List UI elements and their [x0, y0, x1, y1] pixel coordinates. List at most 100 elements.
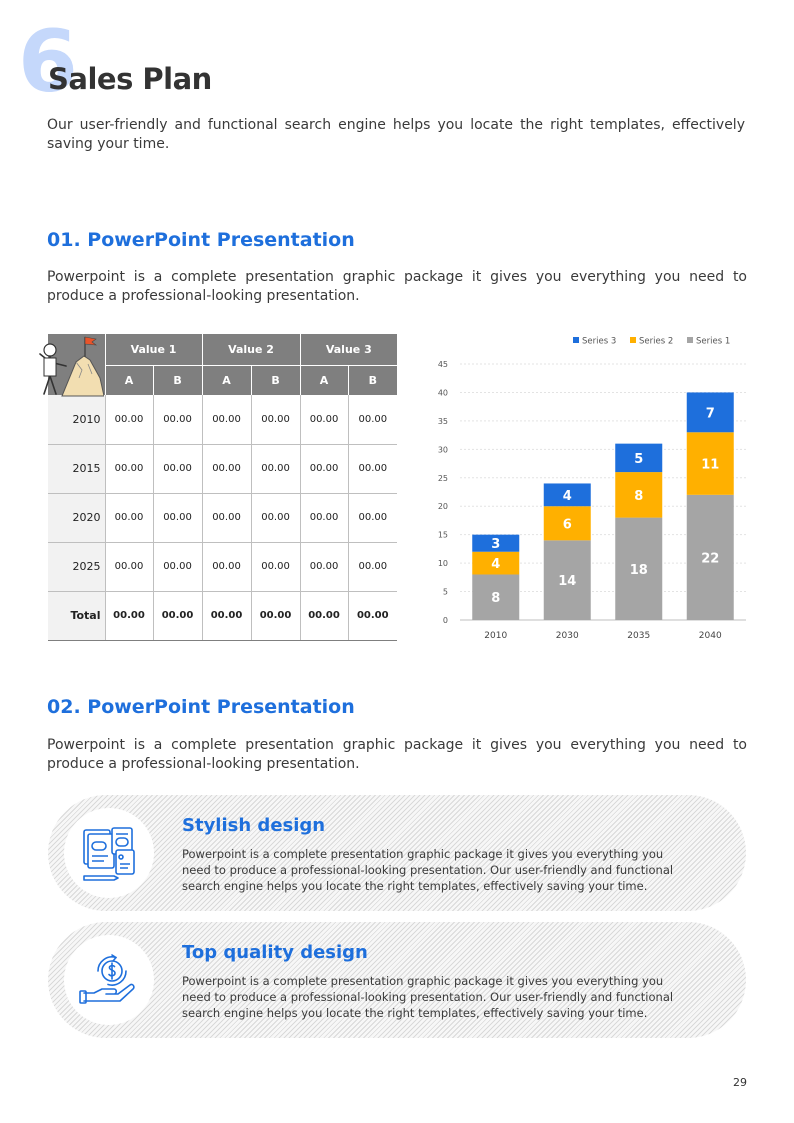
table-row-label: 2020 [48, 493, 106, 543]
data-label: 7 [706, 406, 715, 421]
table-cell: 00.00 [300, 444, 349, 494]
data-table-container: Value 1 Value 2 Value 3 A B A B A B 2010… [48, 334, 398, 641]
data-label: 18 [630, 563, 648, 578]
table-row: 2010 00.00 00.00 00.00 00.00 00.00 00.00 [48, 395, 398, 445]
table-cell: 00.00 [300, 542, 349, 592]
bar-segment [543, 540, 591, 620]
data-label: 3 [491, 537, 500, 552]
bar-segment [472, 551, 520, 575]
table-row: Total 00.00 00.00 00.00 00.00 00.00 00.00 [48, 591, 398, 641]
bar-segment [615, 517, 663, 620]
table-cell: 00.00 [202, 395, 252, 445]
bar-segment [686, 494, 734, 620]
table-subheader: A [202, 364, 252, 395]
data-label: 14 [558, 574, 576, 589]
table-cell: 00.00 [348, 493, 398, 543]
legend-label: Series 3 [582, 337, 616, 347]
table-cell: 00.00 [153, 395, 203, 445]
table-group-header: Value 1 [105, 334, 203, 365]
documents-icon [83, 827, 135, 881]
page-number: 29 [733, 1076, 747, 1089]
table-cell: 00.00 [300, 591, 349, 641]
y-tick-label: 40 [438, 388, 448, 397]
table-cell: 00.00 [202, 493, 252, 543]
section-2-body: Powerpoint is a complete presentation gr… [47, 737, 747, 772]
table-row: 2020 00.00 00.00 00.00 00.00 00.00 00.00 [48, 493, 398, 543]
y-tick-label: 0 [443, 616, 448, 625]
table-cell: 00.00 [251, 542, 301, 592]
table-cell: 00.00 [251, 444, 301, 494]
card-text-line: search engine helps you locate the right… [182, 879, 648, 893]
y-tick-label: 30 [438, 445, 448, 454]
bar-segment [615, 472, 663, 518]
card-title: Stylish design [182, 815, 326, 836]
card-text-line: need to produce a professional-looking p… [182, 990, 674, 1004]
bar-segment [543, 506, 591, 541]
table-subheader: A [105, 364, 154, 395]
table-row: 2025 00.00 00.00 00.00 00.00 00.00 00.00 [48, 542, 398, 592]
x-tick-label: 2040 [699, 631, 722, 641]
table-cell: 00.00 [105, 591, 154, 641]
legend-swatch [630, 337, 636, 343]
data-label: 22 [701, 551, 719, 566]
page-title: Sales Plan [48, 62, 212, 96]
table-cell: 00.00 [348, 591, 398, 641]
data-table: Value 1 Value 2 Value 3 A B A B A B 2010… [48, 334, 398, 641]
legend-swatch [687, 337, 693, 343]
data-label: 6 [563, 517, 572, 532]
bar-segment [472, 534, 520, 552]
bar-segment [686, 392, 734, 433]
data-label: 8 [634, 489, 643, 504]
y-tick-label: 15 [438, 531, 448, 540]
y-tick-label: 25 [438, 474, 448, 483]
table-group-header: Value 3 [300, 334, 398, 365]
table-cell: 00.00 [105, 395, 154, 445]
section-2-title: 02. PowerPoint Presentation [47, 696, 355, 718]
x-tick-label: 2035 [627, 631, 650, 641]
card-title: Top quality design [182, 942, 368, 963]
table-row-label: 2025 [48, 542, 106, 592]
bar-segment [615, 443, 663, 473]
table-cell: 00.00 [153, 591, 203, 641]
intro-paragraph: Our user-friendly and functional search … [47, 117, 745, 152]
table-cell: 00.00 [153, 542, 203, 592]
data-label: 5 [634, 452, 643, 467]
table-cell: 00.00 [251, 591, 301, 641]
y-tick-label: 45 [438, 360, 448, 369]
legend-label: Series 2 [639, 337, 673, 347]
table-cell: 00.00 [251, 395, 301, 445]
data-label: 4 [491, 557, 500, 572]
card-text-line: Powerpoint is a complete presentation gr… [182, 974, 664, 988]
table-cell: 00.00 [202, 542, 252, 592]
legend-swatch [573, 337, 579, 343]
bar-segment [472, 574, 520, 620]
card-text-line: Powerpoint is a complete presentation gr… [182, 847, 664, 861]
data-label: 11 [701, 458, 719, 473]
x-tick-label: 2010 [484, 631, 507, 641]
table-row: 2015 00.00 00.00 00.00 00.00 00.00 00.00 [48, 444, 398, 494]
section-number: 6 [18, 12, 78, 112]
card-text-line: need to produce a professional-looking p… [182, 863, 674, 877]
stacked-bar-chart: 0 5 10 15 20 25 30 35 40 45 8 4 3 14 6 4 18 8 5 22 11 7 2010… [438, 337, 746, 641]
money-hand-icon [79, 954, 135, 1004]
y-tick-label: 20 [438, 502, 448, 511]
section-1-body: Powerpoint is a complete presentation gr… [47, 269, 747, 304]
table-cell: 00.00 [202, 444, 252, 494]
table-cell: 00.00 [348, 395, 398, 445]
table-row-label: 2015 [48, 444, 106, 494]
section-1-title: 01. PowerPoint Presentation [47, 229, 355, 251]
table-cell: 00.00 [105, 444, 154, 494]
card-text-line: search engine helps you locate the right… [182, 1006, 648, 1020]
feature-card-stylish: Stylish design Powerpoint is a complete … [48, 795, 746, 911]
feature-card-quality: Top quality design Powerpoint is a compl… [48, 922, 746, 1038]
table-cell: 00.00 [251, 493, 301, 543]
climber-flag-illustration [39, 336, 104, 397]
table-cell: 00.00 [202, 591, 252, 641]
y-tick-label: 10 [438, 559, 448, 568]
table-cell: 00.00 [348, 542, 398, 592]
table-row-label: Total [48, 591, 106, 641]
bar-segment [543, 483, 591, 507]
card-text: Powerpoint is a complete presentation gr… [182, 973, 692, 1021]
bar-segment [686, 432, 734, 495]
y-tick-label: 35 [438, 417, 448, 426]
